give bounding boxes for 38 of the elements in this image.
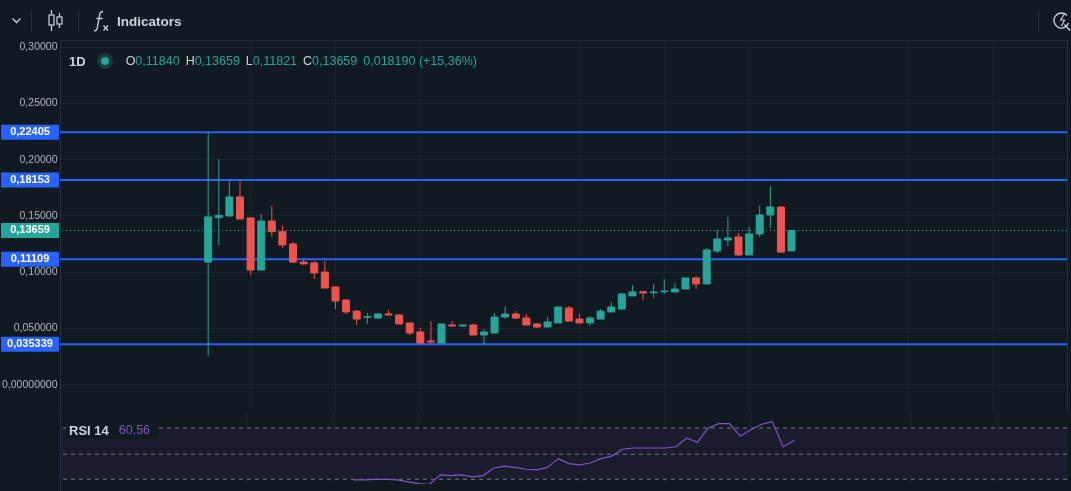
- candlestick: [479, 328, 488, 345]
- candlestick: [639, 290, 648, 301]
- ref-line-label: 0,18153: [10, 172, 50, 185]
- y-tick-label: 0,00000000: [2, 377, 58, 390]
- candlestick: [426, 320, 435, 345]
- text: Indicators: [117, 14, 182, 29]
- candlestick: [236, 180, 245, 220]
- candlestick: [766, 185, 775, 229]
- candlestick: [490, 312, 499, 334]
- candlestick: [331, 286, 340, 310]
- annotation: L0,11821: [245, 54, 298, 68]
- candlestick: [448, 320, 457, 327]
- y-tick-label: 0,15000: [19, 208, 58, 221]
- candlestick: [289, 241, 298, 264]
- candlestick: [670, 282, 679, 293]
- candlestick: [734, 232, 743, 257]
- candlestick: [320, 260, 329, 289]
- ref-line-label: 0,035339: [7, 337, 53, 350]
- ref-line-label: 0,13659: [10, 223, 50, 236]
- candlestick: [278, 225, 287, 249]
- ref-line-label: 0,22405: [10, 125, 50, 138]
- y-tick-label: 0,10000: [19, 265, 58, 278]
- annotation: 60,56: [118, 423, 151, 437]
- annotation: 0,018190 (+15,36%): [363, 54, 477, 68]
- y-tick-label: 0,050000: [13, 321, 58, 334]
- ref-line-label: 0,11109: [10, 252, 50, 265]
- chart-title: RSI 14: [69, 422, 109, 438]
- candlestick: [267, 205, 276, 238]
- y-tick-label: 0,25000: [19, 96, 58, 109]
- annotation: C0,13659: [303, 54, 358, 68]
- annotation: O0,11840: [125, 54, 180, 68]
- candlestick: [437, 323, 446, 344]
- candlestick: [225, 179, 234, 218]
- y-tick-label: 0,30000: [19, 40, 58, 53]
- annotation: H0,13659: [185, 54, 240, 68]
- candlestick: [214, 158, 223, 246]
- text: 1D: [69, 53, 86, 69]
- y-tick-label: 0,20000: [19, 152, 58, 165]
